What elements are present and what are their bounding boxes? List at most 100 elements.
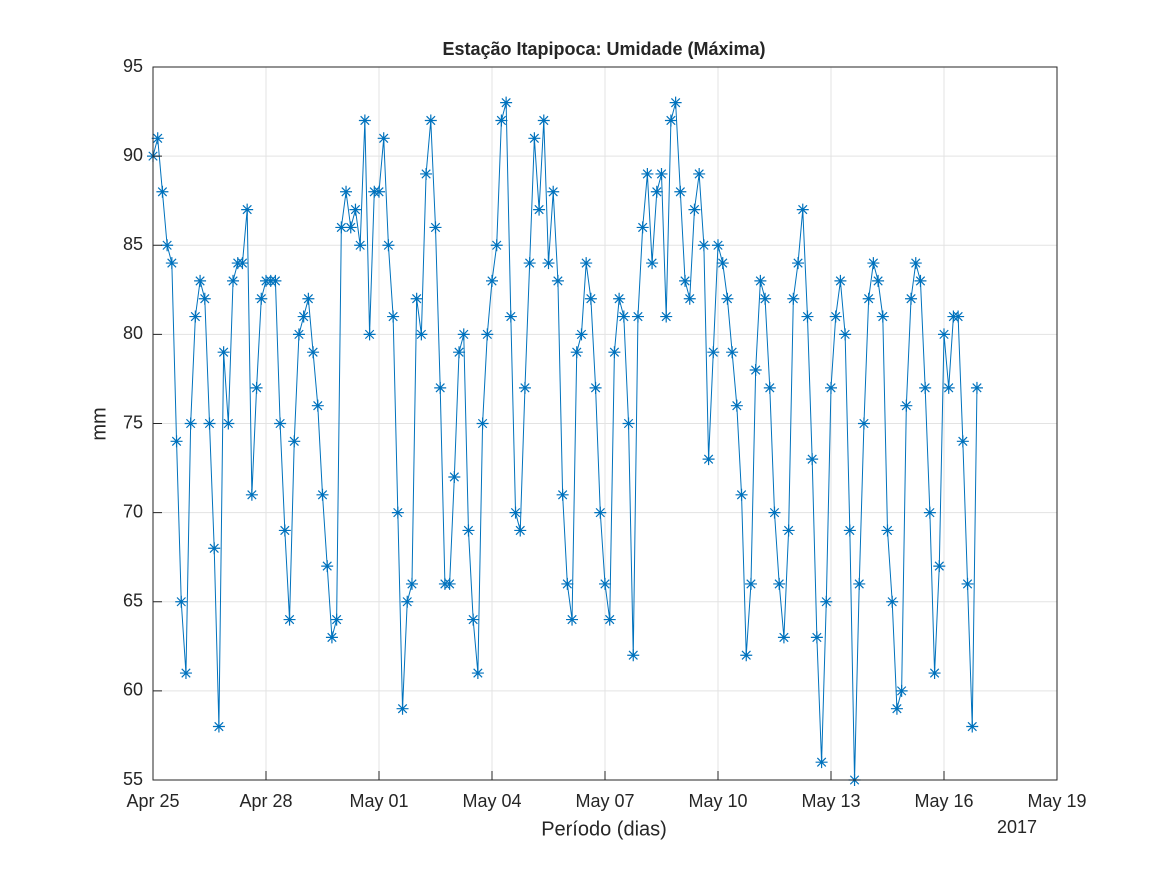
data-marker [942,381,955,394]
data-marker [716,257,729,270]
data-marker [773,577,786,590]
data-marker [283,613,296,626]
data-marker [382,239,395,252]
x-tick-label: May 10 [688,791,747,811]
data-marker [669,96,682,109]
data-marker [255,292,268,305]
data-marker [537,114,550,127]
data-marker [759,292,772,305]
data-marker [297,310,310,323]
data-marker [415,328,428,341]
grid [152,66,1058,781]
data-marker [622,417,635,430]
data-marker [900,399,913,412]
data-marker [721,292,734,305]
data-marker [683,292,696,305]
data-marker [363,328,376,341]
data-marker [518,381,531,394]
data-marker [161,239,174,252]
data-marker [467,613,480,626]
data-marker [443,577,456,590]
data-marker [236,257,249,270]
y-tick-label: 95 [123,56,143,76]
data-marker [179,667,192,680]
data-marker [679,274,692,287]
data-marker [650,185,663,198]
data-marker [561,577,574,590]
data-marker [316,488,329,501]
data-marker [373,185,385,198]
y-tick-label: 70 [123,501,143,521]
data-marker [429,221,442,234]
data-line [152,102,978,781]
y-tick-label: 85 [123,234,143,254]
x-tick-label: May 19 [1027,791,1086,811]
data-marker [961,577,974,590]
data-marker [928,667,941,680]
data-marker [335,221,348,234]
data-marker [490,239,503,252]
data-marker [227,274,240,287]
data-marker [730,399,743,412]
data-marker [151,132,164,145]
data-marker [589,381,602,394]
data-marker [815,756,828,769]
data-marker [693,167,706,180]
data-marker [674,185,687,198]
data-marker [241,203,254,216]
data-marker [222,417,235,430]
data-marker [919,381,932,394]
data-marker [307,346,320,359]
data-marker [872,274,885,287]
data-marker [952,310,965,323]
data-marker [895,684,908,697]
data-marker [608,346,621,359]
data-marker [184,417,197,430]
data-marker [735,488,748,501]
data-marker [504,310,517,323]
x-tick-label: May 16 [914,791,973,811]
data-marker [867,257,880,270]
data-marker [212,720,225,733]
data-marker [189,310,202,323]
y-tick-label: 75 [123,412,143,432]
data-marker [198,292,211,305]
data-marker [278,524,291,537]
y-tick-label: 90 [123,145,143,165]
data-marker [495,114,508,127]
data-marker [354,239,367,252]
x-tick-label: Apr 28 [239,791,292,811]
data-marker [500,96,513,109]
data-marker [570,346,583,359]
data-marker [801,310,814,323]
data-marker [349,203,362,216]
data-marker [551,274,564,287]
data-marker [890,702,903,715]
data-marker [956,435,969,448]
data-marker [876,310,889,323]
data-marker [697,239,710,252]
data-marker [170,435,183,448]
data-marker [217,346,230,359]
data-marker [749,364,762,377]
data-marker [829,310,842,323]
data-marker [288,435,301,448]
data-marker [194,274,207,287]
y-axis-label: mm [88,407,110,440]
data-marker [834,274,847,287]
data-marker [476,417,489,430]
data-marker [405,577,418,590]
data-marker [325,631,338,644]
data-marker [387,310,400,323]
data-marker [453,346,466,359]
data-marker [970,381,983,394]
data-marker [156,185,169,198]
data-marker [777,631,790,644]
data-marker [486,274,498,287]
y-tick-label: 65 [123,591,143,611]
data-marker [410,292,423,305]
y-tick-label: 55 [123,769,143,789]
data-marker [481,328,494,341]
data-marker [165,257,178,270]
